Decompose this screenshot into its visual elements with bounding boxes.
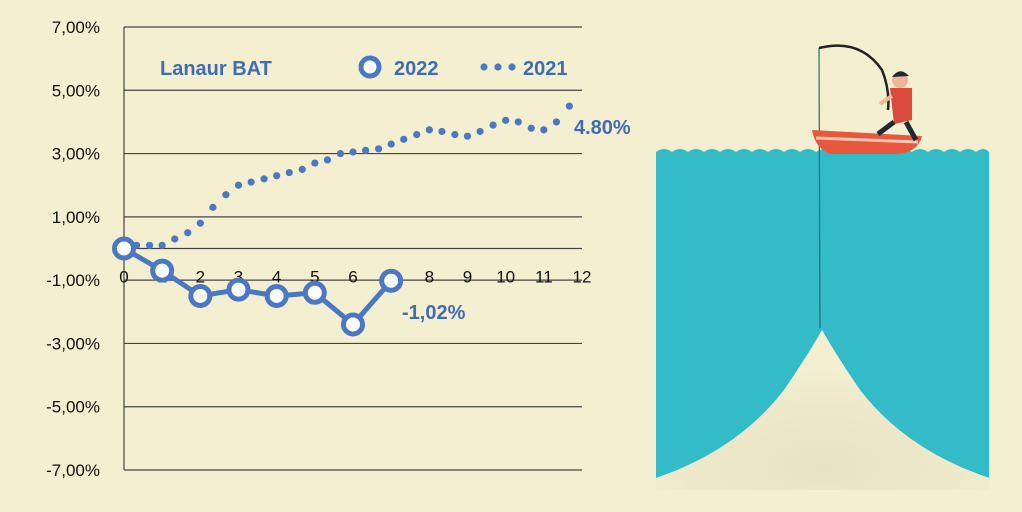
boat-icon [812,130,922,154]
legend-marker-2021-dot [494,63,502,71]
series-2022 [112,236,404,337]
x-tick-label: 3 [234,268,243,287]
point-2021 [336,149,345,158]
fisherman-cap-icon [892,71,909,77]
point-2021 [413,130,421,139]
x-tick-label: 10 [496,268,515,287]
legend-marker-2022 [358,55,382,79]
fisherman-body-icon [890,88,912,124]
y-tick-label: -3,00% [46,334,100,353]
legend-label-2022: 2022 [394,58,439,80]
legend-title: Lanaur BAT [160,58,272,80]
point-2021 [514,118,522,126]
fisherman-legs-icon [876,120,919,142]
point-2021 [438,127,446,136]
point-2022 [150,258,175,283]
point-2021 [222,191,230,199]
point-2021 [323,156,332,164]
x-tick-label: 9 [463,268,472,287]
point-2021 [361,146,370,155]
point-2021 [145,241,154,249]
y-tick-label: -1,00% [46,271,100,290]
point-2022 [226,277,251,302]
fishing-line [818,47,821,329]
x-tick-label: 2 [196,268,205,287]
point-2021 [425,126,433,134]
point-2021 [400,135,408,143]
point-2021 [489,121,497,129]
boat-stripe [815,136,919,144]
point-2022 [379,268,404,293]
point-2021 [476,127,484,136]
x-tick-label: 6 [348,268,357,287]
y-axis-tick-labels: 7,00% 5,00% 3,00% 1,00% -1,00% -3,00% -5,00% -7… [46,18,100,480]
point-2021 [463,132,472,140]
point-2021 [451,130,459,139]
end-label-2021: 4.80% [574,117,631,139]
line-chart: 7,00% 5,00% 3,00% 1,00% -1,00% -3,00% -5,00% -7… [46,18,631,480]
point-2022 [302,280,327,305]
y-tick-label: 5,00% [52,81,100,100]
point-2021 [540,126,548,134]
point-2021 [247,178,255,186]
point-2021 [285,168,293,177]
y-tick-label: -5,00% [46,398,100,417]
point-2021 [158,241,166,249]
grid-lines [123,26,582,471]
sand-mound [656,330,989,490]
legend-label-2021: 2021 [523,58,568,80]
series-2021 [120,102,574,253]
point-2022 [112,236,136,261]
point-2022 [188,283,213,308]
point-2021 [234,181,243,189]
point-2022 [341,312,365,337]
point-2021 [260,175,268,183]
point-2021 [196,219,204,227]
point-2021 [502,116,510,124]
point-2021 [273,172,281,180]
water-body [656,149,989,478]
point-2021 [311,159,319,167]
point-2021 [184,229,192,237]
x-tick-label: 11 [535,268,553,287]
fisherman-arm-icon [878,94,894,106]
x-tick-label: 5 [310,268,319,287]
point-2021 [387,140,395,148]
point-2021 [349,148,357,156]
y-tick-label: 7,00% [52,18,100,37]
fishing-rod [818,44,890,111]
x-tick-label: 12 [573,268,592,287]
x-tick-label: 4 [272,268,281,287]
x-tick-label: 8 [425,268,434,287]
point-2021 [527,124,535,132]
point-2021 [552,118,561,126]
y-tick-label: 1,00% [52,208,100,227]
point-2021 [374,145,383,153]
end-label-2022: -1,02% [402,302,466,324]
fisherman-illustration [656,44,989,490]
point-2021 [298,165,306,173]
x-axis-tick-labels: 0123456789101112 [119,268,591,287]
point-2021 [171,235,179,243]
legend-marker-2021-dot [480,63,488,71]
legend-marker-2021-dot [508,63,516,71]
y-tick-label: 3,00% [52,145,100,164]
x-tick-label: 0 [119,268,128,287]
point-2021 [565,102,574,110]
y-tick-label: -7,00% [46,461,100,480]
point-2022 [264,283,289,308]
point-2021 [209,203,217,211]
